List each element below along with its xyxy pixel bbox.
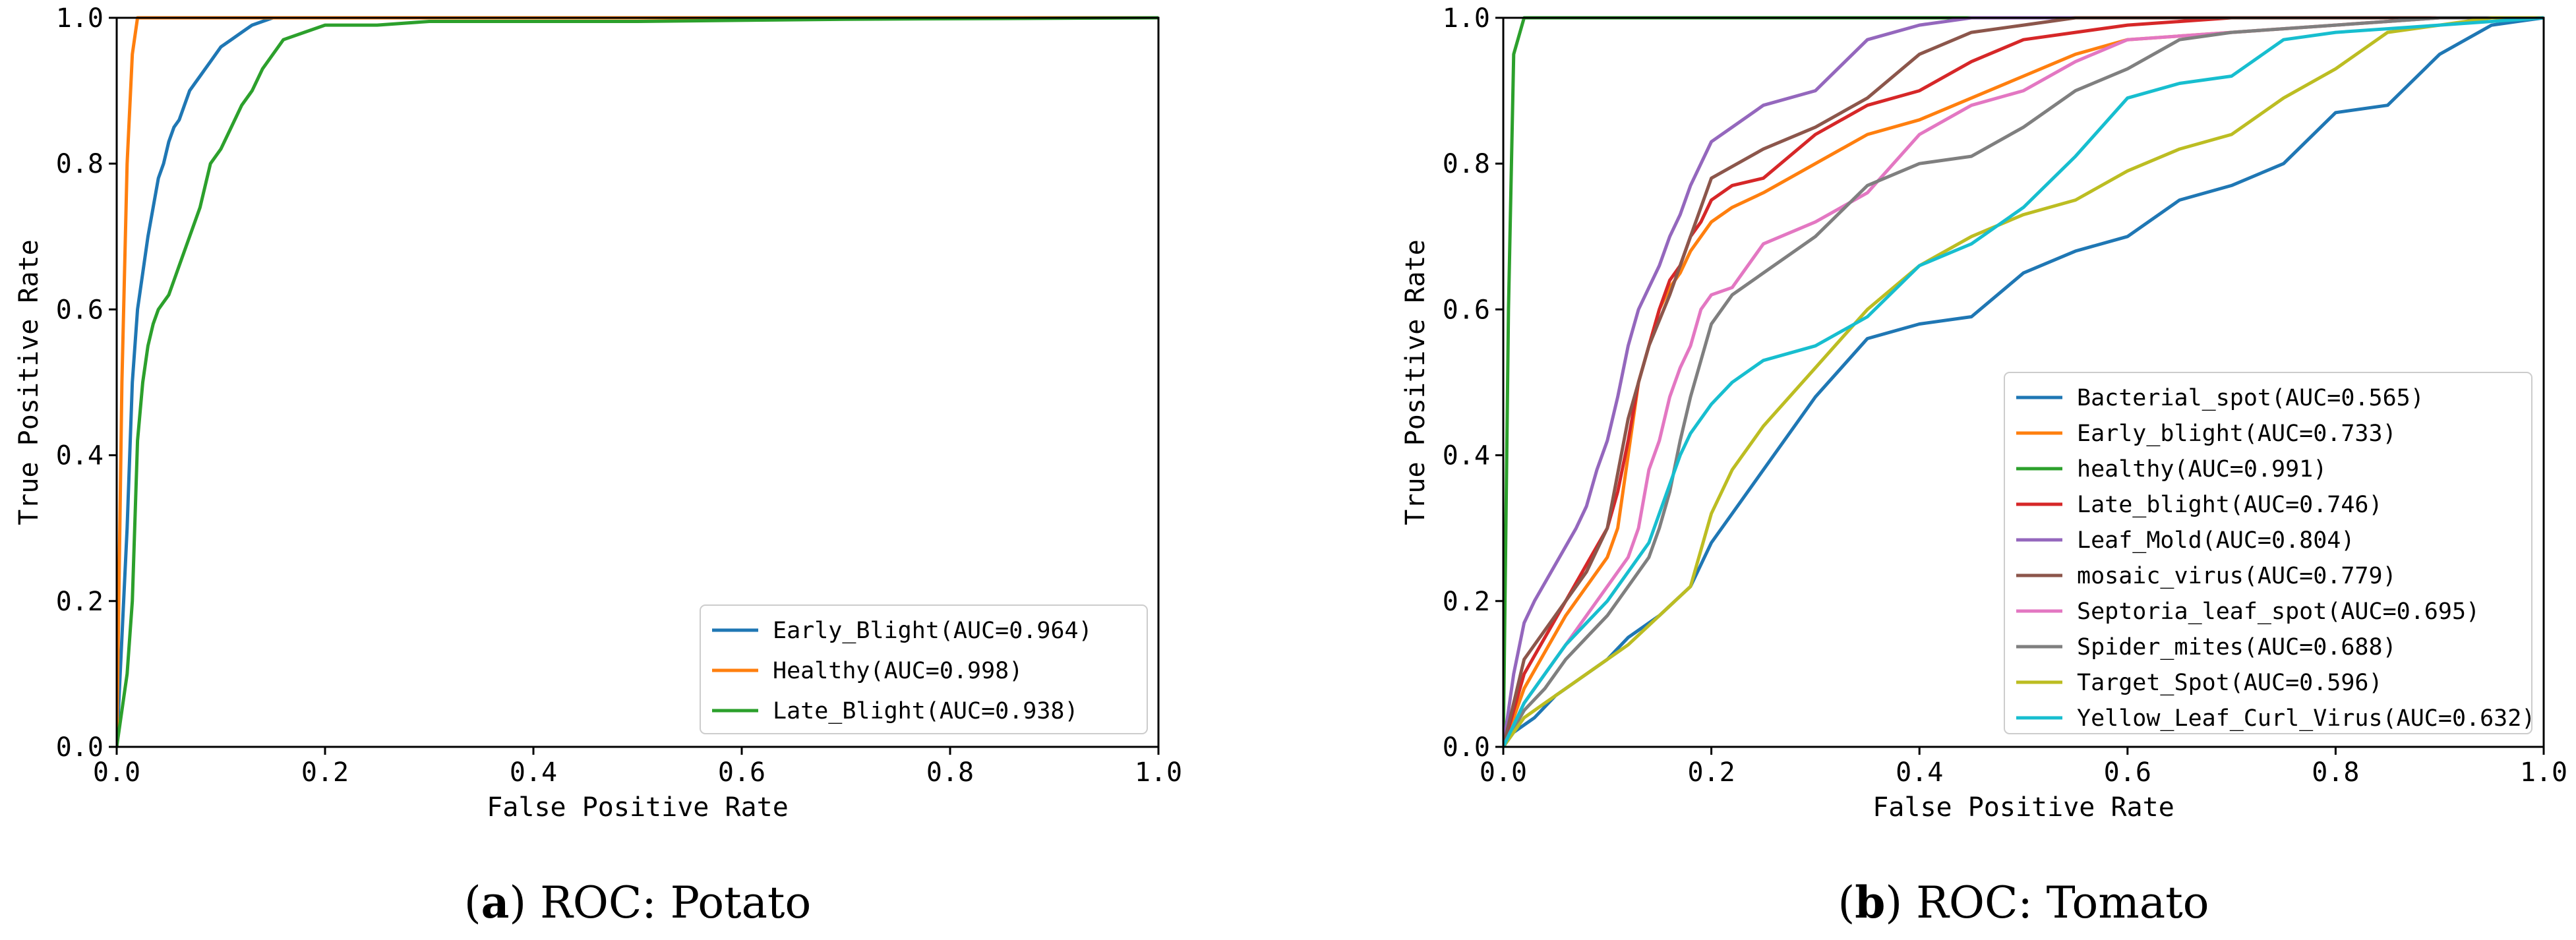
x-axis-title: False Positive Rate bbox=[1872, 792, 2174, 823]
series-line-1 bbox=[1503, 16, 2544, 748]
figure-caption: (a) ROC: Potato bbox=[464, 877, 811, 928]
legend-label-8: Target_Spot(AUC=0.596) bbox=[2077, 670, 2383, 696]
series-lines bbox=[1503, 16, 2544, 748]
series-line-4 bbox=[1503, 16, 2544, 748]
series-line-2 bbox=[117, 16, 1159, 748]
x-tick-label: 0.4 bbox=[1896, 757, 1943, 788]
y-axis-title: True Positive Rate bbox=[14, 239, 44, 525]
x-tick-label: 0.6 bbox=[718, 757, 765, 788]
axes-frame bbox=[1502, 16, 2545, 748]
legend-label-0: Bacterial_spot(AUC=0.565) bbox=[2077, 385, 2424, 411]
roc-tomato-panel: 0.0 0.2 0.4 0.6 0.8 1.0 0.0 0.2 0.4 0.6 0.8 1.0 Fals… bbox=[1400, 3, 2567, 928]
legend-label-2: healthy(AUC=0.991) bbox=[2077, 456, 2327, 483]
y-tick-label: 0.8 bbox=[1443, 149, 1490, 179]
y-tick-label: 0.8 bbox=[56, 149, 104, 179]
y-tick-label: 0.4 bbox=[56, 441, 104, 471]
caption-close-paren: ) bbox=[1885, 877, 1916, 928]
x-tick-label: 0.8 bbox=[2312, 757, 2359, 788]
series-line-0 bbox=[117, 16, 1158, 748]
y-tick-label: 0.2 bbox=[56, 587, 104, 617]
legend: Bacterial_spot(AUC=0.565) Early_blight(AU… bbox=[2004, 372, 2535, 734]
series-line-6 bbox=[1503, 16, 2544, 748]
legend-label-4: Leaf_Mold(AUC=0.804) bbox=[2077, 527, 2354, 554]
figure-caption: (b) ROC: Tomato bbox=[1838, 877, 2209, 928]
legend-label-6: Septoria_leaf_spot(AUC=0.695) bbox=[2077, 599, 2480, 625]
y-tick-label: 1.0 bbox=[56, 3, 104, 34]
legend-label-2: Late_Blight(AUC=0.938) bbox=[773, 698, 1079, 724]
x-tick-label: 0.0 bbox=[93, 757, 140, 788]
legend-label-1: Healthy(AUC=0.998) bbox=[773, 658, 1023, 684]
caption-text: ROC: Potato bbox=[540, 877, 811, 928]
legend-box bbox=[2004, 372, 2532, 734]
y-tick-label: 0.2 bbox=[1443, 587, 1490, 617]
x-tick-label: 0.0 bbox=[1480, 757, 1527, 788]
series-line-8 bbox=[1503, 16, 2544, 748]
legend-label-7: Spider_mites(AUC=0.688) bbox=[2077, 634, 2397, 661]
x-tick-label: 0.2 bbox=[1687, 757, 1735, 788]
x-tick-label: 1.0 bbox=[2520, 757, 2567, 788]
legend-label-5: mosaic_virus(AUC=0.779) bbox=[2077, 563, 2397, 589]
legend-label-3: Late_blight(AUC=0.746) bbox=[2077, 492, 2383, 518]
roc-potato-panel: 0.0 0.2 0.4 0.6 0.8 1.0 0.0 0.2 0.4 0.6 0.8 1.0 Fals… bbox=[14, 3, 1182, 928]
y-tick-label: 1.0 bbox=[1443, 3, 1490, 34]
caption-text: ROC: Tomato bbox=[1916, 877, 2209, 928]
x-tick-label: 1.0 bbox=[1135, 757, 1182, 788]
legend: Early_Blight(AUC=0.964) Healthy(AUC=0.998… bbox=[700, 604, 1148, 734]
caption-label: b bbox=[1855, 877, 1885, 928]
y-axis-title: True Positive Rate bbox=[1400, 239, 1431, 525]
legend-label-1: Early_blight(AUC=0.733) bbox=[2077, 421, 2397, 447]
y-tick-label: 0.4 bbox=[1443, 441, 1490, 471]
x-axis-title: False Positive Rate bbox=[487, 792, 789, 823]
x-tick-label: 0.4 bbox=[510, 757, 557, 788]
series-line-9 bbox=[1503, 16, 2544, 748]
caption-open-paren: ( bbox=[1838, 877, 1855, 928]
legend-box bbox=[700, 604, 1148, 734]
caption-label: a bbox=[481, 877, 510, 928]
x-tick-label: 0.2 bbox=[301, 757, 349, 788]
legend-label-0: Early_Blight(AUC=0.964) bbox=[773, 618, 1093, 644]
caption-open-paren: ( bbox=[464, 877, 481, 928]
series-line-7 bbox=[1503, 16, 2544, 748]
axes-frame bbox=[115, 16, 1160, 748]
y-tick-label: 0.6 bbox=[56, 295, 104, 325]
caption-close-paren: ) bbox=[509, 877, 540, 928]
x-tick-label: 0.6 bbox=[2104, 757, 2151, 788]
y-tick-label: 0.0 bbox=[1443, 732, 1490, 763]
x-tick-label: 0.8 bbox=[926, 757, 974, 788]
y-tick-label: 0.0 bbox=[56, 732, 104, 763]
legend-label-9: Yellow_Leaf_Curl_Virus(AUC=0.632) bbox=[2077, 705, 2535, 732]
y-tick-label: 0.6 bbox=[1443, 295, 1490, 325]
